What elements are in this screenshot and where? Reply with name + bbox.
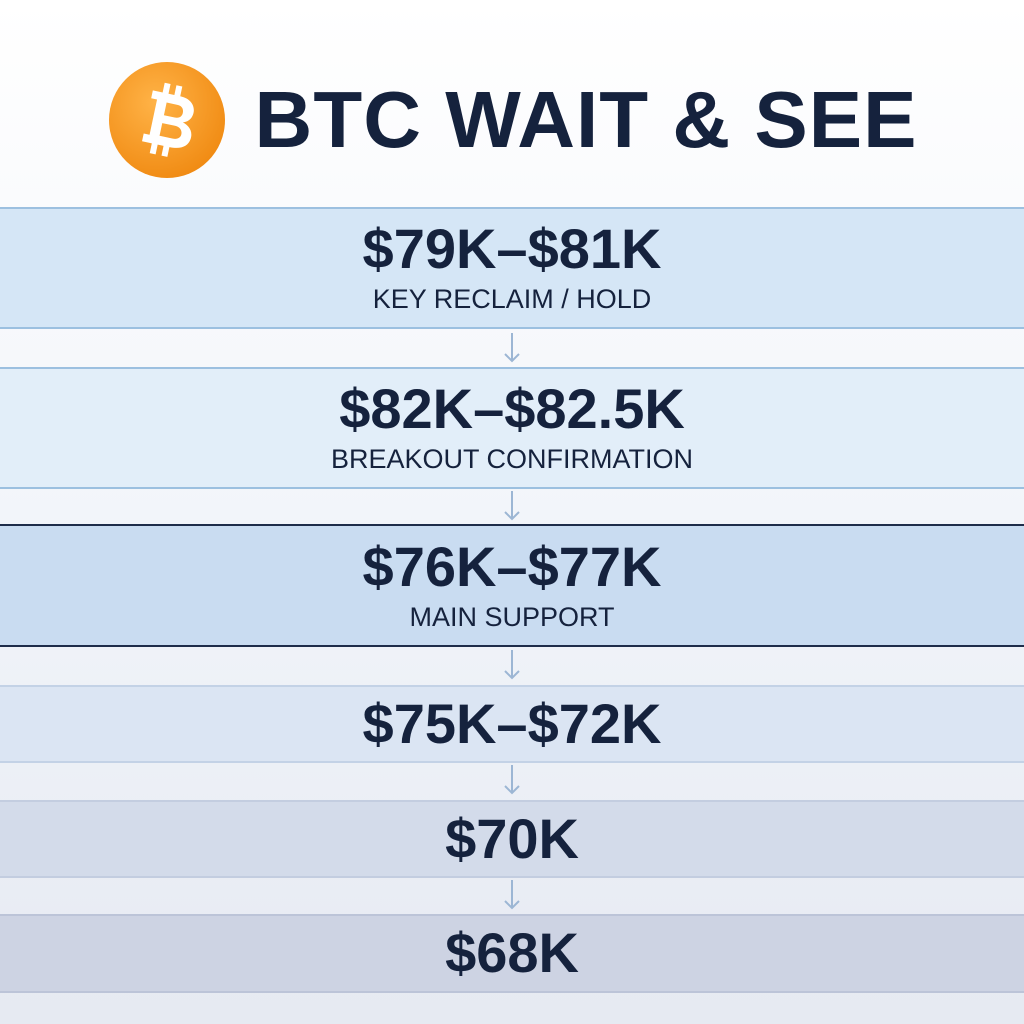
level-range: $76K–$77K <box>362 534 662 598</box>
level-band: $82K–$82.5K BREAKOUT CONFIRMATION <box>0 367 1024 489</box>
level-label: BREAKOUT CONFIRMATION <box>330 444 694 475</box>
arrow <box>504 333 520 363</box>
title: BTC WAIT & SEE <box>254 75 918 164</box>
level-band: $76K–$77K MAIN SUPPORT <box>0 524 1024 647</box>
arrow <box>504 491 520 521</box>
arrow <box>504 880 520 910</box>
level-label: KEY RECLAIM / HOLD <box>372 284 652 315</box>
level-range: $75K–$72K <box>362 691 662 755</box>
level-range: $68K <box>445 921 579 985</box>
level-range: $82K–$82.5K <box>339 377 685 441</box>
level-band: $79K–$81K KEY RECLAIM / HOLD <box>0 207 1024 329</box>
level-label: MAIN SUPPORT <box>409 601 615 632</box>
level-band: $68K <box>0 914 1024 993</box>
level-range: $70K <box>445 806 579 870</box>
level-band: $70K <box>0 800 1024 878</box>
bitcoin-icon <box>108 62 225 178</box>
header: BTC WAIT & SEE <box>0 62 1024 178</box>
arrow <box>504 765 520 795</box>
level-range: $79K–$81K <box>362 217 662 281</box>
arrow <box>504 650 520 680</box>
level-band: $75K–$72K <box>0 685 1024 763</box>
